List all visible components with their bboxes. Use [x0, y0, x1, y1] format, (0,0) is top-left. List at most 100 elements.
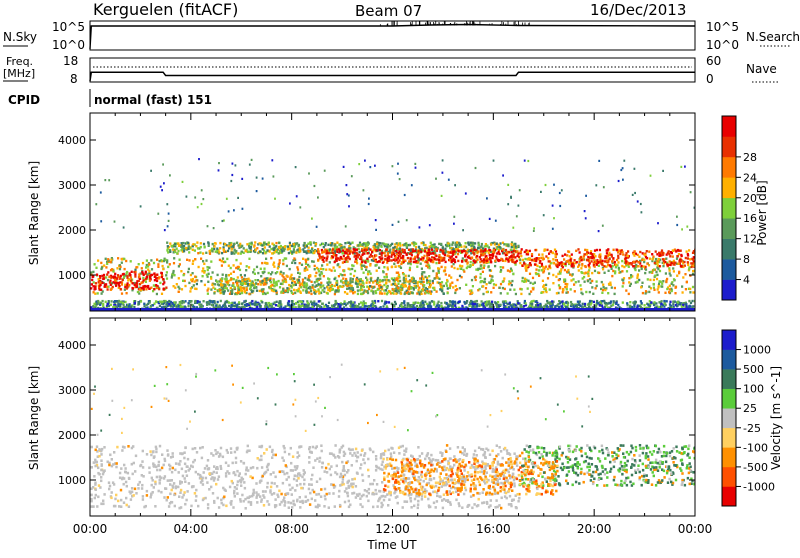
power-cell: [172, 248, 174, 250]
power-cell: [204, 246, 206, 248]
power-cell: [255, 249, 257, 251]
power-cell: [687, 261, 689, 263]
power-cell: [367, 271, 369, 273]
power-cell: [481, 243, 483, 245]
power-cell: [322, 268, 324, 270]
power-cell: [219, 242, 221, 244]
power-cell: [548, 253, 550, 255]
power-cell: [481, 303, 483, 305]
power-cell: [107, 271, 109, 273]
power-cell: [486, 257, 488, 259]
power-cell: [102, 278, 104, 280]
power-cell: [261, 244, 263, 246]
power-cell: [453, 216, 455, 218]
power-cell: [467, 265, 469, 267]
power-cell: [614, 261, 616, 263]
power-cell: [211, 250, 213, 252]
power-cell: [174, 243, 176, 245]
power-cell: [682, 276, 684, 278]
power-cell: [463, 245, 465, 247]
power-cell: [386, 286, 388, 288]
power-cell: [410, 286, 412, 288]
power-cell: [646, 250, 648, 252]
power-cell: [407, 306, 409, 308]
power-cell: [423, 281, 425, 283]
power-cell: [431, 300, 433, 302]
power-cell: [394, 301, 396, 303]
power-cell: [598, 261, 600, 263]
power-cell: [522, 265, 524, 267]
power-cell: [344, 274, 346, 276]
power-cell: [123, 273, 125, 275]
power-cell: [543, 258, 545, 260]
power-cell: [188, 245, 190, 247]
power-cell: [230, 278, 232, 280]
power-cell: [422, 302, 424, 304]
power-cell: [150, 274, 152, 276]
power-cell: [280, 245, 282, 247]
power-cell: [505, 254, 507, 256]
power-cell: [447, 287, 449, 289]
power-cell: [288, 284, 290, 286]
power-cell: [568, 262, 570, 264]
power-cell: [107, 279, 109, 281]
power-cell: [99, 275, 101, 277]
power-cell: [96, 274, 98, 276]
power-cell: [173, 274, 175, 276]
power-cell: [260, 268, 262, 270]
power-cell: [591, 260, 593, 262]
power-cell: [687, 264, 689, 266]
power-cell: [508, 283, 510, 285]
power-cell: [669, 301, 671, 303]
power-cell: [363, 291, 365, 293]
power-cell: [116, 282, 118, 284]
power-cell: [665, 272, 667, 274]
power-cell: [123, 258, 125, 260]
power-cell: [601, 300, 603, 302]
power-cell: [305, 305, 307, 307]
power-cell: [582, 277, 584, 279]
power-cell: [418, 289, 420, 291]
power-cell: [220, 284, 222, 286]
power-cell: [591, 253, 593, 255]
power-cell: [381, 254, 383, 256]
power-cell: [193, 284, 195, 286]
power-cell: [509, 289, 511, 291]
power-cell: [477, 268, 479, 270]
power-cell: [413, 241, 415, 243]
power-cell: [617, 255, 619, 257]
power-cell: [482, 285, 484, 287]
power-cell: [218, 251, 220, 253]
power-cell: [477, 250, 479, 252]
power-cell: [357, 293, 359, 295]
power-cell: [192, 272, 194, 274]
power-cell: [192, 263, 194, 265]
sky-count-line: [90, 25, 695, 50]
power-cell: [404, 284, 406, 286]
power-cell: [614, 287, 616, 289]
power-cell: [557, 273, 559, 275]
power-cell: [336, 260, 338, 262]
power-cell: [110, 284, 112, 286]
power-cell: [332, 248, 334, 250]
power-cell: [677, 304, 679, 306]
power-cell: [519, 189, 521, 191]
power-cell: [634, 269, 636, 271]
power-cell: [573, 283, 575, 285]
power-cell: [124, 301, 126, 303]
power-cell: [149, 277, 151, 279]
power-cell: [355, 282, 357, 284]
power-cell: [579, 284, 581, 286]
power-cell: [338, 244, 340, 246]
power-cell: [567, 250, 569, 252]
power-cell: [390, 256, 392, 258]
power-cell: [448, 274, 450, 276]
power-cell: [278, 304, 280, 306]
power-cell: [113, 270, 115, 272]
power-cell: [596, 264, 598, 266]
power-cell: [276, 271, 278, 273]
power-cell: [446, 285, 448, 287]
power-cell: [428, 275, 430, 277]
power-cell: [315, 291, 317, 293]
power-cell: [611, 275, 613, 277]
